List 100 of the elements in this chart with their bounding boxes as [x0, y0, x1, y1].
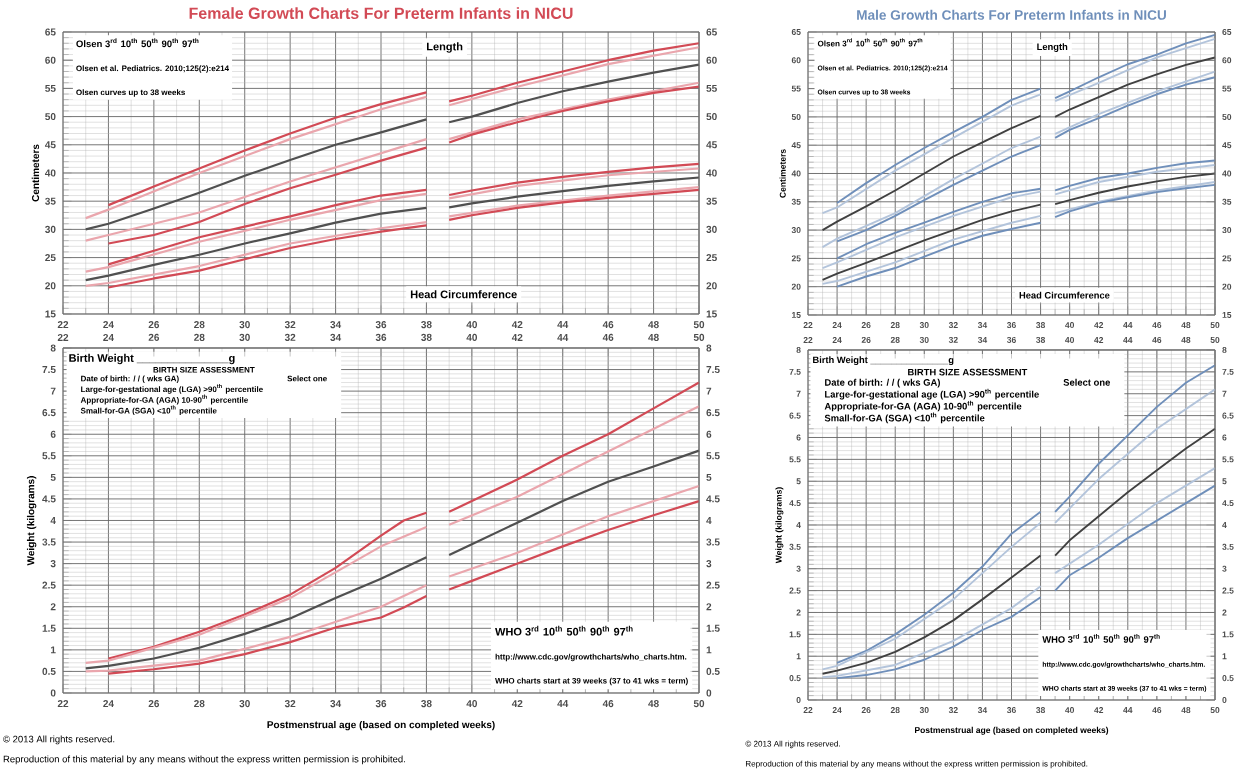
- x2-tick-label: 24: [832, 707, 842, 713]
- y-tick-label: 6.5: [42, 409, 56, 417]
- x-tick-label: 48: [1181, 322, 1191, 329]
- x-tick-label: 30: [919, 336, 929, 343]
- x-tick-label: 22: [803, 322, 813, 328]
- text: © 2013 All rights reserved.: [745, 740, 840, 749]
- annotation: Head Circumference: [410, 290, 517, 299]
- x2-tick-label: 46: [1152, 707, 1162, 714]
- annotation: BIRTH SIZE ASSESSMENT: [153, 366, 255, 373]
- x-tick-label: 26: [148, 700, 160, 708]
- x2-tick-label: 30: [919, 707, 929, 714]
- y-tick-label: 40: [791, 170, 801, 177]
- x-tick-label: 34: [977, 322, 988, 329]
- y-tick-label: 2: [796, 609, 801, 616]
- y2-tick-label: 60: [1222, 57, 1232, 64]
- y-tick-label: 4.5: [789, 500, 801, 507]
- y-tick-label: 1: [796, 653, 801, 660]
- y2-tick-label: 3.5: [706, 538, 720, 546]
- annotation: Select one: [1063, 378, 1111, 386]
- x-tick-label: 24: [832, 336, 842, 343]
- x-tick-label: 50: [1210, 336, 1220, 343]
- y2-tick-label: 3.5: [1222, 543, 1234, 550]
- y2-tick-label: 20: [706, 282, 717, 290]
- y2-tick-label: 4.5: [1222, 500, 1234, 507]
- x-tick-label: 22: [803, 336, 813, 343]
- y-tick-label: 7.5: [789, 368, 801, 375]
- x2-tick-label: 22: [803, 707, 813, 713]
- y-axis-title: Weight (kilograms): [26, 476, 37, 566]
- x-tick-label: 42: [1094, 336, 1104, 343]
- y2-tick-label: 1: [1222, 653, 1227, 660]
- y-tick-label: 7.5: [42, 366, 56, 374]
- x-tick-label: 36: [1006, 336, 1016, 343]
- y2-tick-label: 2: [1222, 609, 1227, 616]
- y-tick-label: 8: [50, 344, 56, 352]
- y-tick-label: 0: [796, 696, 801, 704]
- y-tick-label: 5: [50, 473, 56, 481]
- y-tick-label: 2: [50, 603, 56, 611]
- text: WHO 3$^{rd}$ 10$^{th}$ 50$^{th}$ 90$^{th}$ 97$^{th}$: [495, 625, 633, 636]
- x-tick-label: 30: [239, 700, 250, 708]
- y-tick-label: 0.5: [42, 667, 56, 675]
- y2-tick-label: 25: [706, 254, 717, 262]
- x-tick-label: 22: [57, 321, 69, 329]
- x-tick-label: 32: [284, 321, 296, 329]
- x-tick-label: 44: [557, 321, 569, 328]
- y-tick-label: 1.5: [42, 624, 56, 632]
- y-tick-label: 15: [45, 310, 56, 318]
- x2-tick-label: 36: [1006, 707, 1016, 714]
- x-tick-label: 40: [466, 700, 478, 708]
- y2-tick-label: 4: [1222, 522, 1227, 528]
- chart-title: Male Growth Charts For Preterm Infants in NICU: [857, 9, 1166, 20]
- x-tick-label: 44: [1123, 322, 1133, 328]
- y-tick-label: 30: [45, 225, 56, 233]
- y2-tick-label: 6: [706, 430, 712, 438]
- x-tick-label: 26: [861, 322, 871, 329]
- y-tick-label: 3.5: [42, 538, 56, 546]
- annotation: Olsen curves up to 38 weeks: [76, 89, 185, 97]
- x-tick-label: 42: [511, 700, 523, 708]
- y2-tick-label: 8: [1222, 346, 1227, 354]
- annotation: Head Circumference: [1019, 291, 1110, 299]
- y-tick-label: 6: [50, 430, 56, 438]
- x-axis-title: Postmenstrual age (based on completed weeks): [267, 720, 495, 731]
- y2-tick-label: 20: [1222, 283, 1232, 290]
- y2-tick-label: 15: [706, 310, 717, 318]
- x-tick-label: 22: [57, 700, 69, 708]
- x-tick-label: 46: [1152, 322, 1162, 329]
- y2-tick-label: 5.5: [1222, 456, 1234, 463]
- x2-tick-label: 28: [890, 707, 900, 714]
- y2-tick-label: 55: [706, 84, 717, 92]
- x2-tick-label: 48: [1181, 707, 1191, 714]
- y-tick-label: 5.5: [42, 452, 56, 460]
- y2-tick-label: 5: [1222, 478, 1227, 485]
- x-tick-label: 24: [103, 700, 114, 708]
- y-tick-label: 60: [791, 57, 801, 64]
- annotation: Appropriate-for-GA (AGA) 10-90$^{th}$ percentile: [824, 400, 1022, 412]
- x-tick-label: 50: [1210, 322, 1220, 329]
- y2-tick-label: 40: [1222, 170, 1232, 177]
- y2-tick-label: 6: [1222, 434, 1227, 441]
- annotation: Birth Weight _______________g: [813, 356, 954, 366]
- x2-tick-label: 42: [1094, 707, 1104, 713]
- annotation: http://www.cdc.gov/growthcharts/who_charts.htm.: [495, 653, 687, 662]
- y-tick-label: 35: [45, 197, 56, 205]
- y2-tick-label: 7.5: [706, 366, 720, 374]
- y2-tick-label: 7.5: [1222, 368, 1234, 375]
- y2-tick-label: 65: [1222, 29, 1232, 36]
- y2-tick-label: 55: [1222, 85, 1232, 92]
- x-tick-label: 48: [648, 700, 659, 708]
- x-tick-label: 48: [1181, 336, 1191, 343]
- y-axis-title: Centimeters: [31, 144, 40, 202]
- annotation: Date of birth: / / ( wks GA): [825, 378, 940, 388]
- y-tick-label: 7: [796, 390, 801, 397]
- y-tick-label: 8: [796, 346, 801, 354]
- y2-tick-label: 1.5: [1222, 631, 1234, 638]
- x-tick-label: 24: [103, 321, 114, 329]
- x-tick-label: 50: [693, 321, 705, 329]
- y-tick-label: 50: [45, 113, 56, 121]
- x-tick-label: 28: [890, 322, 900, 329]
- y2-tick-label: 65: [706, 28, 717, 36]
- annotation: Small-for-GA (SGA) <10$^{th}$ percentile: [80, 405, 217, 416]
- y-tick-label: 45: [791, 142, 801, 149]
- y2-tick-label: 30: [1222, 227, 1232, 234]
